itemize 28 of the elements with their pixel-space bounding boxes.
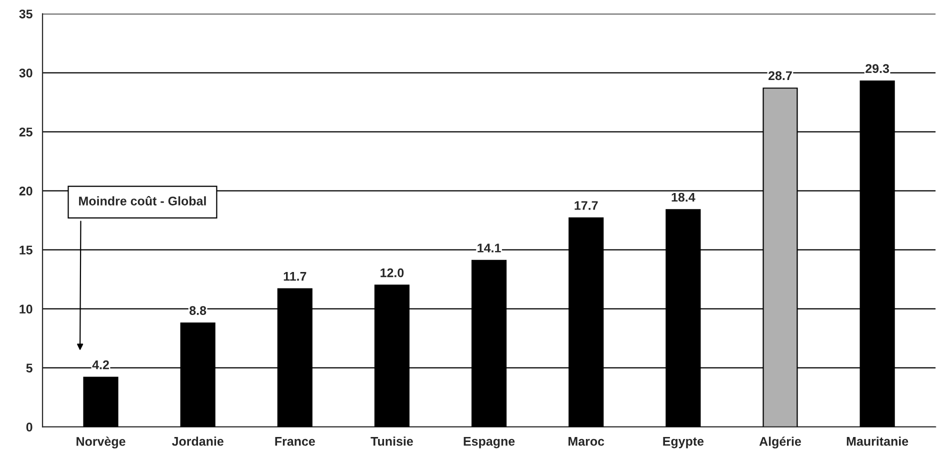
data-label: 8.8	[190, 306, 206, 315]
y-tick-label: 5	[26, 364, 32, 373]
data-label: 4.2	[92, 360, 109, 370]
data-label: 18.4	[672, 192, 696, 202]
data-label: 11.7	[284, 272, 306, 281]
y-tick-label: 35	[19, 10, 32, 18]
x-tick-label: Jordanie	[172, 436, 224, 446]
x-tick-label: Algérie	[759, 436, 802, 448]
x-tick-label: Egypte	[663, 436, 704, 448]
data-label: 28.7	[768, 71, 792, 80]
y-tick-label: 15	[20, 246, 32, 254]
x-tick-label: Mauritanie	[846, 436, 908, 446]
x-tick-label: Maroc	[568, 437, 604, 446]
data-label: 29.3	[866, 64, 890, 74]
data-label: 12.0	[380, 268, 404, 278]
data-label: 17.7	[574, 201, 598, 210]
y-tick-label: 10	[20, 304, 32, 314]
bar	[83, 376, 118, 427]
y-tick-label: 0	[26, 422, 32, 432]
x-tick-label: Norvège	[76, 436, 126, 448]
y-tick-label: 25	[19, 128, 32, 136]
annotation: Moindre coût - Global	[79, 196, 206, 206]
y-tick-label: 20	[19, 186, 32, 196]
x-tick-label: Espagne	[464, 436, 515, 448]
y-tick-label: 30	[19, 68, 32, 78]
data-label: 14.1	[478, 244, 501, 252]
x-tick-label: France	[275, 437, 315, 446]
x-tick-label: Tunisie	[370, 436, 413, 446]
